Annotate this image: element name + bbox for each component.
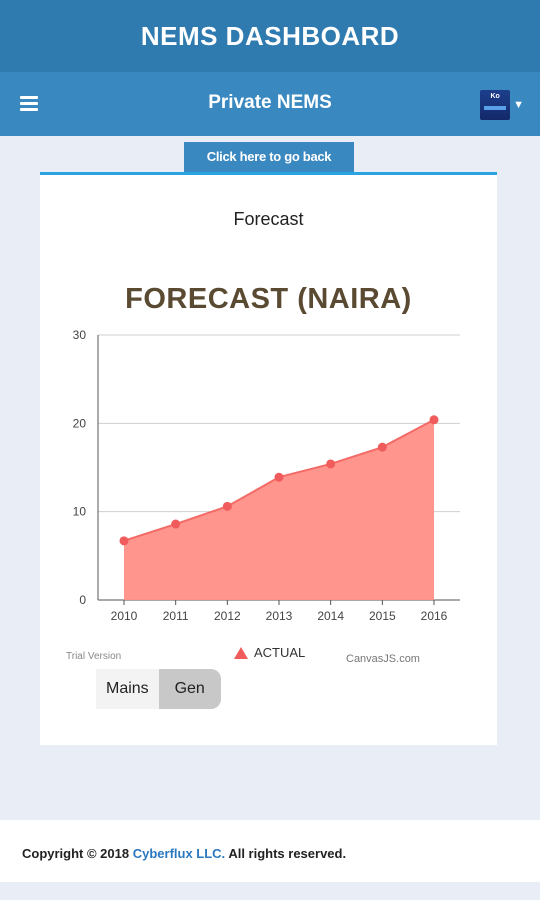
copyright-suffix: All rights reserved. xyxy=(225,846,347,861)
card-heading: Forecast xyxy=(233,209,304,229)
legend-item-actual[interactable]: ACTUAL xyxy=(234,645,305,660)
user-menu[interactable]: Ko ▼ xyxy=(480,90,524,120)
data-point xyxy=(377,442,387,452)
trial-watermark: Trial Version xyxy=(66,651,122,662)
y-tick-label: 0 xyxy=(79,593,86,607)
footer: Copyright © 2018 Cyberflux LLC. All righ… xyxy=(0,820,540,882)
triangle-icon xyxy=(234,646,248,659)
source-toggle: Mains Gen xyxy=(96,669,221,709)
x-tick-label: 2010 xyxy=(111,609,138,623)
forecast-card: Forecast FORECAST (NAIRA) 0 10 20 30 2010 201… xyxy=(40,172,497,745)
chevron-down-icon[interactable]: ▼ xyxy=(513,99,524,111)
legend-label: ACTUAL xyxy=(254,645,306,660)
toggle-mains-button[interactable]: Mains xyxy=(96,669,159,709)
data-point xyxy=(222,501,232,511)
data-point xyxy=(429,415,439,425)
back-button[interactable]: Click here to go back xyxy=(184,142,354,172)
copyright-prefix: Copyright © 2018 xyxy=(22,846,133,861)
nav-bar: Private NEMS Ko ▼ xyxy=(0,72,540,136)
forecast-chart: 0 10 20 30 2010 2011 2012 2013 2014 2015 2016 xyxy=(73,328,460,623)
app-header: NEMS DASHBOARD xyxy=(0,0,540,72)
area-fill xyxy=(124,419,434,600)
data-point xyxy=(274,472,284,482)
copyright-text: Copyright © 2018 Cyberflux LLC. All righ… xyxy=(22,846,346,861)
company-link[interactable]: Cyberflux LLC. xyxy=(132,846,226,861)
x-tick-label: 2015 xyxy=(369,609,396,623)
x-tick-label: 2011 xyxy=(163,609,189,623)
data-point xyxy=(326,459,336,469)
x-tick-label: 2012 xyxy=(214,609,241,623)
y-tick-label: 10 xyxy=(73,505,87,519)
canvasjs-credit[interactable]: CanvasJS.com xyxy=(346,653,420,665)
y-tick-label: 30 xyxy=(73,328,87,342)
x-tick-label: 2014 xyxy=(317,609,344,623)
avatar[interactable]: Ko xyxy=(480,90,511,120)
menu-icon[interactable] xyxy=(20,96,38,112)
y-tick-label: 20 xyxy=(73,416,87,430)
nav-title: Private NEMS xyxy=(208,92,332,113)
toggle-gen-button[interactable]: Gen xyxy=(158,669,221,709)
x-tick-label: 2016 xyxy=(421,609,448,623)
app-title: NEMS DASHBOARD xyxy=(140,20,400,51)
data-point xyxy=(171,519,181,529)
avatar-text: Ko xyxy=(490,93,500,100)
data-point xyxy=(119,536,129,546)
x-tick-label: 2013 xyxy=(266,609,293,623)
chart-title: FORECAST (NAIRA) xyxy=(125,283,412,315)
